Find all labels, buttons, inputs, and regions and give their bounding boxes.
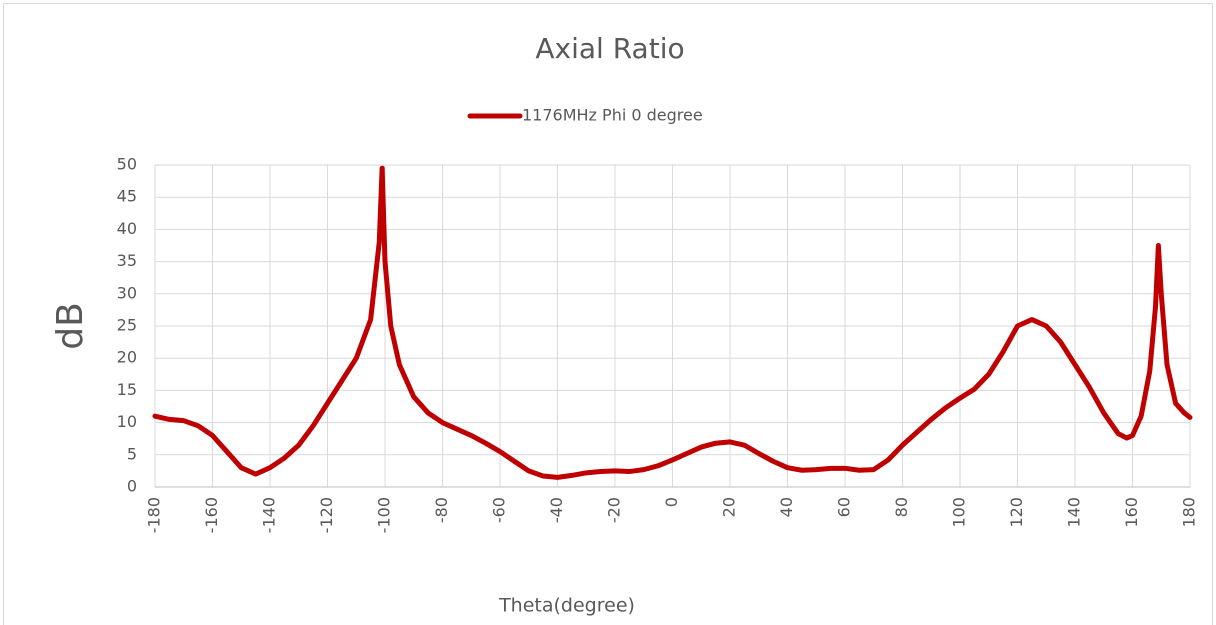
x-tick-label: -140 [260, 497, 279, 533]
x-tick-label: 20 [720, 497, 739, 517]
x-tick-label: 180 [1180, 497, 1199, 528]
y-tick-label: 35 [117, 251, 137, 270]
y-tick-label: 0 [127, 477, 137, 496]
x-tick-label: -100 [375, 497, 394, 533]
legend-label: 1176MHz Phi 0 degree [522, 106, 703, 125]
y-tick-label: 50 [117, 155, 137, 174]
y-tick-label: 40 [117, 219, 137, 238]
x-tick-label: 40 [777, 497, 796, 517]
x-tick-label: 80 [892, 497, 911, 517]
x-tick-label: -120 [317, 497, 336, 533]
line-series [152, 165, 1193, 480]
x-tick-label: 100 [950, 497, 969, 528]
x-tick-label: -160 [202, 497, 221, 533]
chart-title: Axial Ratio [535, 32, 684, 65]
y-axis-title: dB [50, 302, 91, 350]
x-tick-label: 120 [1007, 497, 1026, 528]
x-axis-title: Theta(degree) [498, 595, 635, 617]
y-tick-label: 30 [117, 283, 137, 302]
y-tick-label: 5 [127, 444, 137, 463]
x-tick-label: -180 [145, 497, 164, 533]
y-tick-label: 20 [117, 348, 137, 367]
x-tick-label: -80 [432, 497, 451, 523]
y-tick-label: 10 [117, 412, 137, 431]
chart-border [3, 3, 1213, 625]
y-tick-label: 15 [117, 380, 137, 399]
y-tick-label: 45 [117, 187, 137, 206]
x-tick-label: -40 [547, 497, 566, 523]
x-tick-label: 0 [662, 497, 681, 507]
x-tick-label: 160 [1122, 497, 1141, 528]
x-tick-label: 140 [1065, 497, 1084, 528]
x-tick-label: 60 [835, 497, 854, 517]
x-tick-label: -60 [490, 497, 509, 523]
y-tick-label: 25 [117, 316, 137, 335]
x-tick-label: -20 [605, 497, 624, 523]
